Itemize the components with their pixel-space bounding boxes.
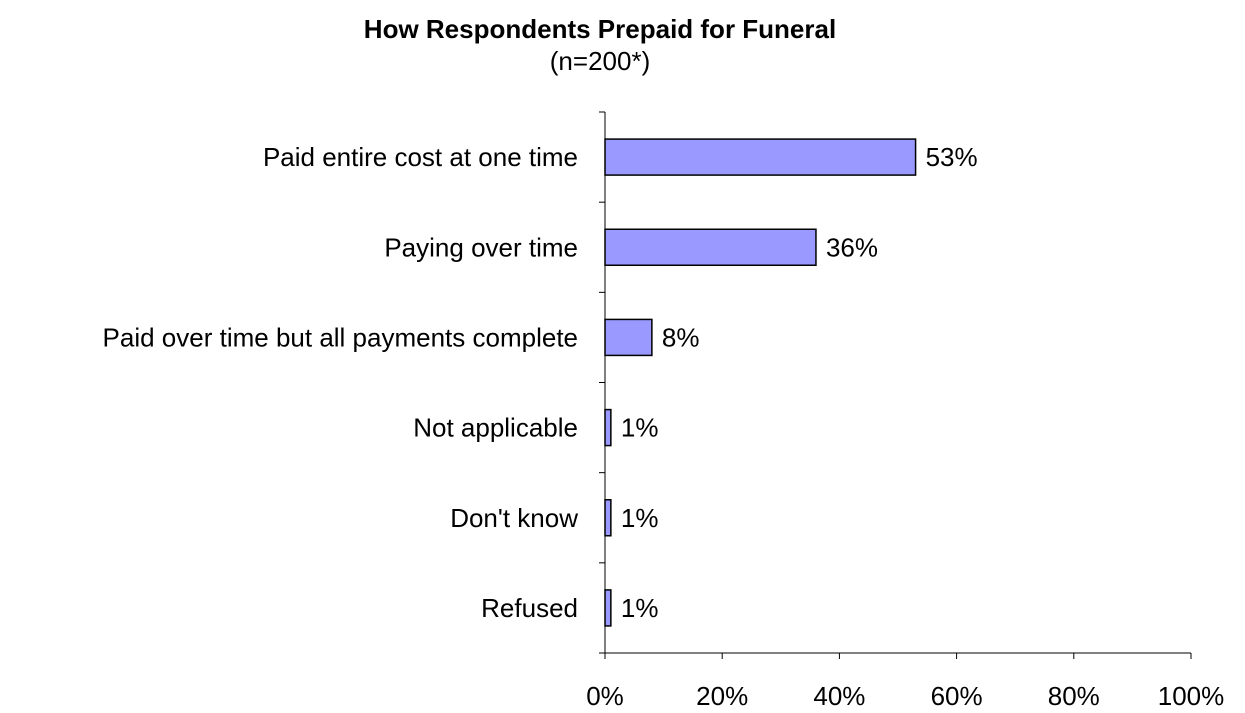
- x-tick-label: 20%: [696, 681, 748, 711]
- chart-axes: [599, 111, 1192, 659]
- data-label: 1%: [621, 413, 659, 443]
- bar: [604, 318, 653, 357]
- data-label: 1%: [621, 503, 659, 533]
- x-tick-label: 60%: [931, 681, 983, 711]
- x-tick-label: 0%: [586, 681, 624, 711]
- bar: [604, 589, 612, 627]
- chart-labels: 0% 20% 40% 60% 80% 100% Paid entire cost at on…: [103, 142, 1225, 711]
- bar: [604, 499, 612, 537]
- chart-bars: [604, 138, 917, 627]
- category-label: Paid over time but all payments complete: [103, 322, 578, 352]
- x-tick-label: 100%: [1158, 681, 1225, 711]
- x-tick-label: 40%: [813, 681, 865, 711]
- chart-title: How Respondents Prepaid for Funeral: [363, 14, 837, 44]
- bar: [604, 138, 917, 176]
- data-label: 8%: [662, 322, 700, 352]
- category-label: Paid entire cost at one time: [263, 142, 578, 172]
- bar: [604, 408, 612, 447]
- data-label: 53%: [926, 142, 978, 172]
- x-tick-label: 80%: [1048, 681, 1100, 711]
- category-label: Not applicable: [413, 413, 578, 443]
- category-label: Don't know: [450, 503, 578, 533]
- bar: [604, 228, 817, 266]
- category-label: Refused: [481, 593, 578, 623]
- chart-subtitle: (n=200*): [549, 46, 651, 76]
- data-label: 1%: [621, 593, 659, 623]
- data-label: 36%: [826, 232, 878, 262]
- category-label: Paying over time: [384, 232, 578, 262]
